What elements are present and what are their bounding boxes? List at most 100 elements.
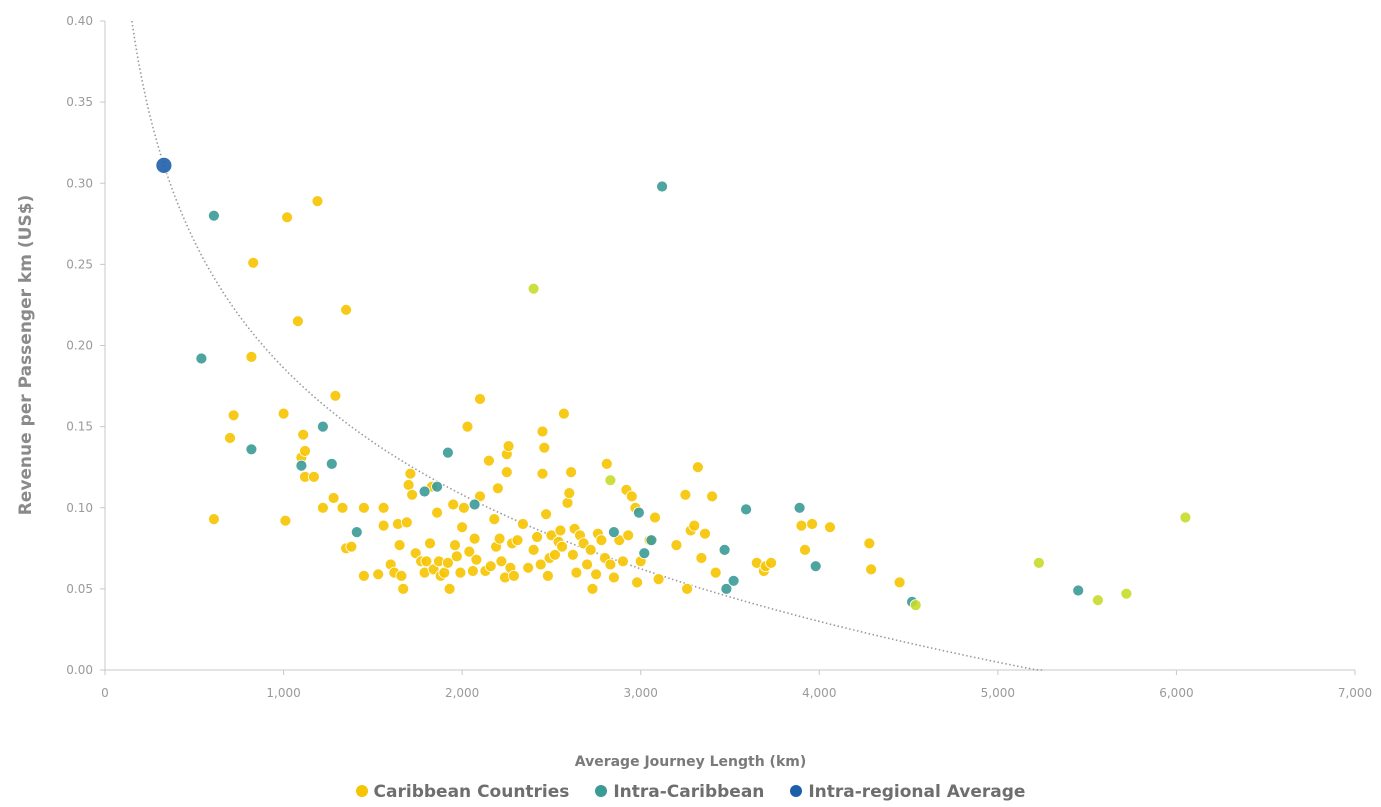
data-point: [340, 303, 353, 316]
data-point: [649, 511, 661, 524]
data-point: [765, 557, 777, 569]
data-point: [893, 576, 906, 589]
data-point: [277, 407, 290, 420]
data-point: [316, 420, 329, 433]
data-point: [424, 537, 436, 550]
legend-marker-intra-regional-average: [790, 785, 803, 797]
data-point: [327, 492, 340, 504]
data-point: [402, 479, 415, 491]
legend-label: Intra-regional Average: [808, 782, 1026, 802]
data-point: [447, 498, 460, 511]
data-point: [688, 519, 701, 532]
data-point: [488, 513, 501, 525]
data-point: [670, 539, 683, 551]
data-point: [542, 570, 554, 582]
y-tick-label: 0.35: [66, 95, 93, 109]
data-point: [397, 583, 410, 595]
data-point: [431, 480, 444, 493]
data-point: [1033, 557, 1045, 569]
data-point: [625, 490, 638, 503]
data-point: [531, 531, 543, 543]
data-point: [584, 544, 597, 556]
data-point: [645, 534, 658, 547]
data-point: [522, 561, 535, 574]
data-point: [604, 474, 617, 487]
data-point: [500, 466, 513, 479]
data-point: [207, 513, 220, 525]
data-point: [633, 506, 645, 519]
data-point: [865, 563, 877, 576]
data-point: [638, 547, 651, 560]
data-point: [517, 518, 529, 530]
data-point: [600, 457, 613, 470]
data-point: [556, 540, 568, 553]
data-point: [457, 501, 470, 514]
y-tick-label: 0.20: [66, 339, 93, 353]
data-point: [549, 548, 561, 561]
data-point: [495, 555, 508, 568]
data-point: [468, 498, 481, 511]
data-point: [281, 211, 294, 224]
data-point: [395, 570, 408, 582]
data-point: [393, 539, 406, 551]
data-point: [409, 547, 422, 560]
data-point: [493, 532, 506, 545]
data-point: [718, 544, 731, 556]
x-tick-label: 7,000: [1338, 686, 1372, 700]
data-point: [474, 393, 486, 405]
data-point: [527, 282, 540, 295]
data-point: [567, 548, 579, 561]
data-point: [809, 560, 822, 573]
data-point: [863, 537, 876, 550]
data-point: [527, 544, 540, 556]
data-point: [279, 514, 292, 527]
data-point: [207, 209, 220, 222]
data-points: [155, 156, 1192, 611]
data-point: [681, 583, 693, 595]
y-tick-label: 0.05: [66, 582, 93, 596]
data-point: [570, 566, 583, 579]
data-point: [554, 524, 567, 537]
data-point: [706, 490, 718, 503]
data-point: [404, 467, 417, 480]
data-point: [727, 574, 740, 587]
data-point: [329, 389, 342, 402]
data-point: [345, 540, 358, 553]
data-point: [195, 352, 208, 365]
data-point: [466, 565, 479, 577]
data-point: [482, 454, 495, 467]
data-point: [299, 445, 311, 457]
data-point: [795, 519, 808, 532]
x-axis-label: Average Journey Length (km): [574, 754, 807, 770]
data-point: [613, 534, 626, 547]
data-point: [325, 457, 338, 470]
x-tick-label: 6,000: [1159, 686, 1193, 700]
trendline-group: [131, 20, 1043, 671]
data-point: [350, 526, 363, 538]
x-tick-label: 5,000: [981, 686, 1015, 700]
y-tick-label: 0.25: [66, 257, 93, 271]
y-tick-label: 0.30: [66, 176, 93, 190]
data-point: [631, 576, 643, 589]
data-point: [563, 487, 576, 500]
data-point: [454, 566, 467, 579]
data-point: [622, 529, 635, 542]
data-point: [372, 568, 385, 581]
data-point: [608, 526, 620, 538]
data-point: [377, 501, 390, 514]
y-tick-label: 0.00: [66, 663, 93, 677]
data-point: [441, 557, 454, 569]
data-point: [608, 571, 620, 584]
legend-item-intra-caribbean: Intra-Caribbean: [595, 782, 764, 802]
data-point: [595, 534, 608, 547]
data-point: [291, 315, 304, 328]
data-point: [590, 568, 602, 581]
data-point: [224, 432, 236, 444]
data-point: [400, 516, 413, 529]
x-tick-label: 3,000: [624, 686, 658, 700]
y-tick-label: 0.15: [66, 420, 93, 434]
data-point: [1072, 584, 1085, 597]
data-point: [443, 583, 456, 595]
data-point: [406, 488, 419, 501]
data-point: [431, 506, 444, 519]
